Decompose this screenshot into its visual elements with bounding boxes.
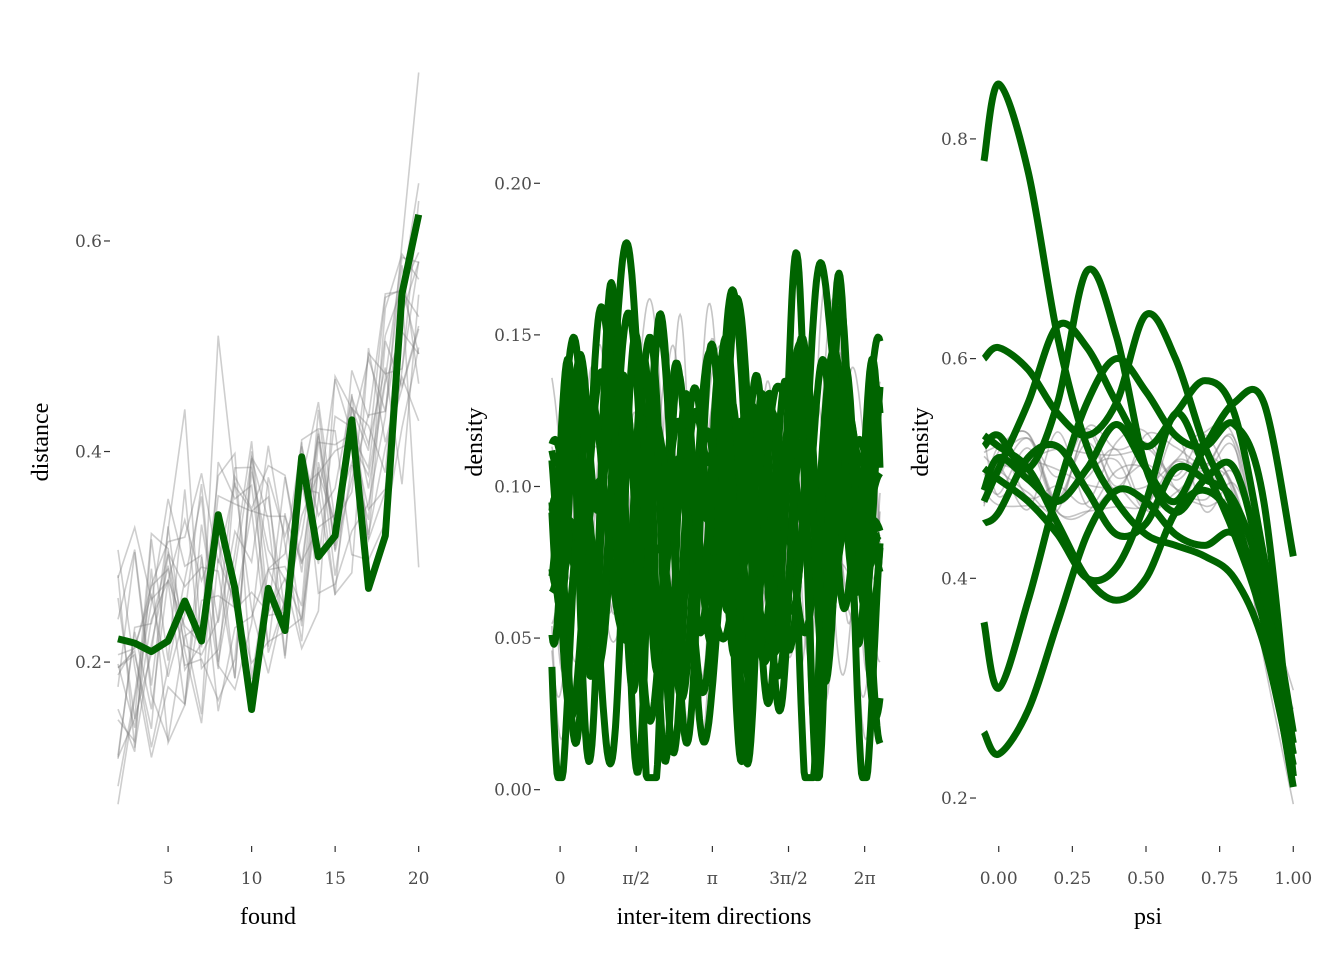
- x-tick-label: 0.25: [1053, 869, 1091, 889]
- background-series-line: [117, 328, 420, 720]
- background-series-line: [117, 330, 420, 748]
- highlight-series-line: [981, 440, 1297, 755]
- y-tick-label: 0.15: [494, 326, 532, 346]
- highlight-series-line: [980, 80, 1297, 777]
- axes-group: 0.2 0.4 0.6 5 10 15 20: [75, 232, 430, 889]
- panel-found-distance: 0.2 0.4 0.6 5 10 15 20 found distance: [28, 72, 430, 930]
- highlight-series-line: [980, 355, 1297, 777]
- panel-psi-density: 0.2 0.4 0.6 0.8 0.00 0.25 0.50 0.75 1.00 psi den…: [908, 80, 1312, 930]
- y-tick-label: 0.8: [941, 130, 968, 150]
- x-axis-title: inter-item directions: [617, 904, 812, 930]
- background-series-line: [117, 347, 420, 705]
- x-tick-label: 20: [408, 869, 430, 889]
- y-tick-label: 0.4: [75, 443, 102, 463]
- background-series-line: [117, 325, 420, 728]
- x-tick-label: 10: [241, 869, 263, 889]
- highlight-series-line: [980, 385, 1297, 557]
- x-tick-label: 1.00: [1274, 869, 1312, 889]
- background-series-line: [117, 252, 420, 746]
- y-axis-title: distance: [28, 403, 54, 482]
- y-axis-title: density: [908, 407, 934, 476]
- y-tick-label: 0.6: [941, 350, 968, 370]
- x-tick-label: π: [707, 869, 718, 889]
- y-tick-label: 0.2: [941, 789, 968, 809]
- background-series-line: [117, 294, 420, 758]
- x-tick-label: 0.75: [1201, 869, 1239, 889]
- axes-group: 0.00 0.05 0.10 0.15 0.20 0 π/2 π 3π/2 2π: [494, 174, 876, 889]
- background-series-line: [117, 72, 420, 748]
- background-series-line: [117, 290, 420, 743]
- background-series-line: [117, 256, 419, 787]
- y-tick-label: 0.6: [75, 232, 102, 252]
- x-tick-label: π/2: [622, 869, 650, 889]
- background-series-line: [117, 252, 420, 703]
- highlight-series-line: [980, 319, 1297, 733]
- background-series-line: [117, 265, 420, 686]
- x-axis-title: psi: [1134, 904, 1162, 930]
- y-tick-label: 0.10: [494, 477, 532, 497]
- x-tick-label: 0.00: [980, 869, 1018, 889]
- y-tick-label: 0.05: [494, 629, 532, 649]
- highlight-series-line: [981, 432, 1297, 788]
- highlight-series-line: [548, 330, 883, 782]
- y-tick-label: 0.00: [494, 781, 532, 801]
- highlight-series-group: [548, 239, 884, 782]
- highlight-series-line: [548, 355, 884, 766]
- x-tick-label: 0: [555, 869, 566, 889]
- x-axis-title: found: [240, 904, 296, 930]
- y-tick-label: 0.4: [941, 569, 968, 589]
- x-tick-label: 15: [324, 869, 346, 889]
- x-tick-label: 2π: [854, 869, 876, 889]
- y-tick-label: 0.20: [494, 174, 532, 194]
- x-tick-label: 0.50: [1127, 869, 1165, 889]
- highlight-series-line: [117, 213, 423, 713]
- y-tick-label: 0.2: [75, 653, 102, 673]
- panel-inter-item-directions-density: 0.00 0.05 0.10 0.15 0.20 0 π/2 π 3π/2 2π inter-it…: [462, 174, 884, 930]
- axes-group: 0.2 0.4 0.6 0.8 0.00 0.25 0.50 0.75 1.00: [941, 130, 1312, 889]
- background-series-line: [117, 261, 420, 759]
- x-tick-label: 5: [163, 869, 174, 889]
- background-series-line: [117, 290, 420, 805]
- highlight-series-line: [980, 485, 1297, 777]
- highlight-series-group: [117, 213, 423, 713]
- background-series-line: [117, 200, 420, 729]
- y-axis-title: density: [462, 407, 488, 476]
- background-series-line: [117, 183, 420, 678]
- highlight-series-group: [980, 80, 1297, 788]
- x-tick-label: 3π/2: [769, 869, 808, 889]
